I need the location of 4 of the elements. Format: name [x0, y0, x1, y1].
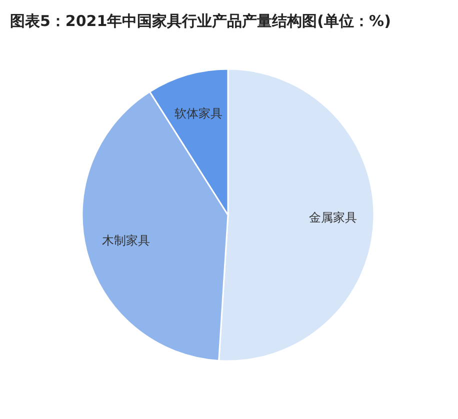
slice-label: 金属家具 [309, 210, 358, 225]
slice-label: 木制家具 [102, 233, 150, 248]
chart-title: 图表5：2021年中国家具行业产品产量结构图(单位：%) [10, 12, 391, 30]
slice-label: 软体家具 [174, 106, 223, 120]
